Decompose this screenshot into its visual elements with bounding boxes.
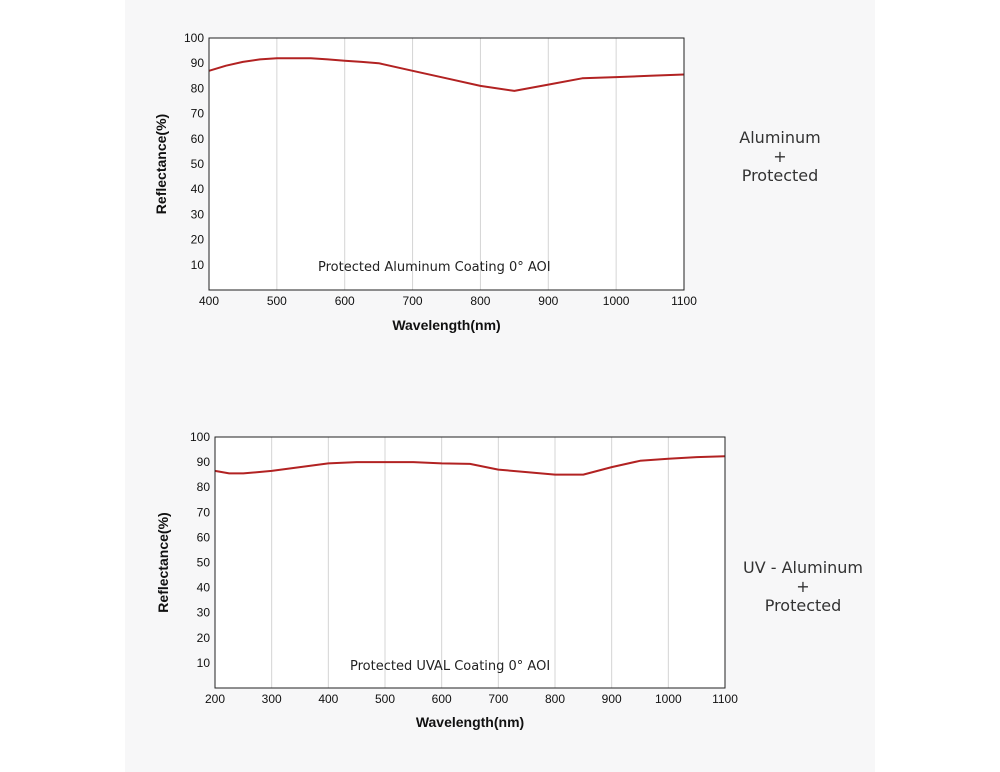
chart-2-y-tick-label-40: 40 bbox=[197, 581, 211, 595]
chart-2-x-tick-label-500: 500 bbox=[375, 692, 395, 706]
chart-2-side-label-line-3: Protected bbox=[764, 596, 842, 615]
chart-1-plot-area bbox=[209, 38, 684, 290]
chart-2-side-label: UV - Aluminum + Protected bbox=[718, 558, 888, 615]
chart-2-x-tick-label-1100: 1100 bbox=[712, 692, 738, 706]
chart-1-side-label-line-2: + bbox=[773, 147, 787, 166]
chart-1-y-tick-label-40: 40 bbox=[191, 182, 205, 196]
chart-2-y-tick-label-70: 70 bbox=[197, 505, 211, 519]
chart-1-x-tick-label-800: 800 bbox=[470, 294, 490, 308]
chart-1-y-axis-label: Reflectance(%) bbox=[153, 114, 169, 214]
chart-2-x-tick-label-800: 800 bbox=[545, 692, 565, 706]
chart-1-y-tick-label-100: 100 bbox=[184, 31, 204, 45]
chart-1-axes-frame bbox=[208, 37, 685, 291]
chart-2-annotation: Protected UVAL Coating 0° AOI bbox=[350, 659, 550, 674]
chart-1-series-line-1 bbox=[208, 57, 685, 92]
chart-2-axes-frame bbox=[214, 436, 726, 689]
chart-2-side-label-line-1: UV - Aluminum bbox=[742, 558, 864, 577]
chart-2-y-tick-label-100: 100 bbox=[190, 430, 210, 444]
chart-1-x-tick-label-1000: 1000 bbox=[603, 294, 630, 308]
chart-2-y-tick-label-50: 50 bbox=[197, 556, 211, 570]
chart-2-y-tick-label-30: 30 bbox=[197, 606, 211, 620]
chart-1-y-tick-label-80: 80 bbox=[191, 81, 205, 95]
chart-1-y-tick-label-90: 90 bbox=[191, 56, 205, 70]
chart-2-x-tick-label-700: 700 bbox=[488, 692, 508, 706]
chart-1-x-tick-label-900: 900 bbox=[538, 294, 558, 308]
chart-2-x-tick-label-1000: 1000 bbox=[655, 692, 682, 706]
chart-1-y-tick-label-50: 50 bbox=[191, 157, 205, 171]
chart-1-side-label: Aluminum + Protected bbox=[700, 128, 860, 185]
chart-1-x-tick-label-600: 600 bbox=[335, 294, 355, 308]
chart-1-x-tick-label-400: 400 bbox=[199, 294, 219, 308]
chart-2-side-label-line-2: + bbox=[796, 577, 810, 596]
chart-2-x-tick-label-600: 600 bbox=[432, 692, 452, 706]
chart-2-x-tick-label-400: 400 bbox=[318, 692, 338, 706]
chart-1-y-tick-label-20: 20 bbox=[191, 233, 205, 247]
chart-1-x-axis-label: Wavelength(nm) bbox=[392, 317, 500, 333]
chart-1-side-label-line-1: Aluminum bbox=[739, 128, 821, 147]
chart-1-x-tick-label-700: 700 bbox=[403, 294, 423, 308]
chart-2-y-tick-label-10: 10 bbox=[197, 656, 211, 670]
chart-1-x-tick-label-500: 500 bbox=[267, 294, 287, 308]
chart-1-y-tick-label-60: 60 bbox=[191, 132, 205, 146]
chart-1-y-tick-label-30: 30 bbox=[191, 207, 205, 221]
chart-1-side-label-line-3: Protected bbox=[741, 166, 819, 185]
chart-1-y-tick-label-10: 10 bbox=[191, 258, 205, 272]
chart-2-y-tick-label-80: 80 bbox=[197, 480, 211, 494]
chart-2-series-line-1 bbox=[214, 455, 726, 476]
chart-2-y-tick-label-20: 20 bbox=[197, 631, 211, 645]
chart-1-y-tick-label-70: 70 bbox=[191, 107, 205, 121]
chart-2-x-tick-label-300: 300 bbox=[262, 692, 282, 706]
chart-2-y-tick-label-60: 60 bbox=[197, 530, 211, 544]
chart-2-plot-area bbox=[215, 437, 725, 688]
chart-2-y-tick-label-90: 90 bbox=[197, 455, 211, 469]
chart-1-annotation: Protected Aluminum Coating 0° AOI bbox=[318, 260, 551, 275]
chart-2-y-axis-label: Reflectance(%) bbox=[155, 512, 171, 612]
chart-2-x-tick-label-200: 200 bbox=[205, 692, 225, 706]
chart-2-x-tick-label-900: 900 bbox=[602, 692, 622, 706]
chart-1-x-tick-label-1100: 1100 bbox=[671, 294, 697, 308]
chart-2-x-axis-label: Wavelength(nm) bbox=[416, 714, 524, 730]
